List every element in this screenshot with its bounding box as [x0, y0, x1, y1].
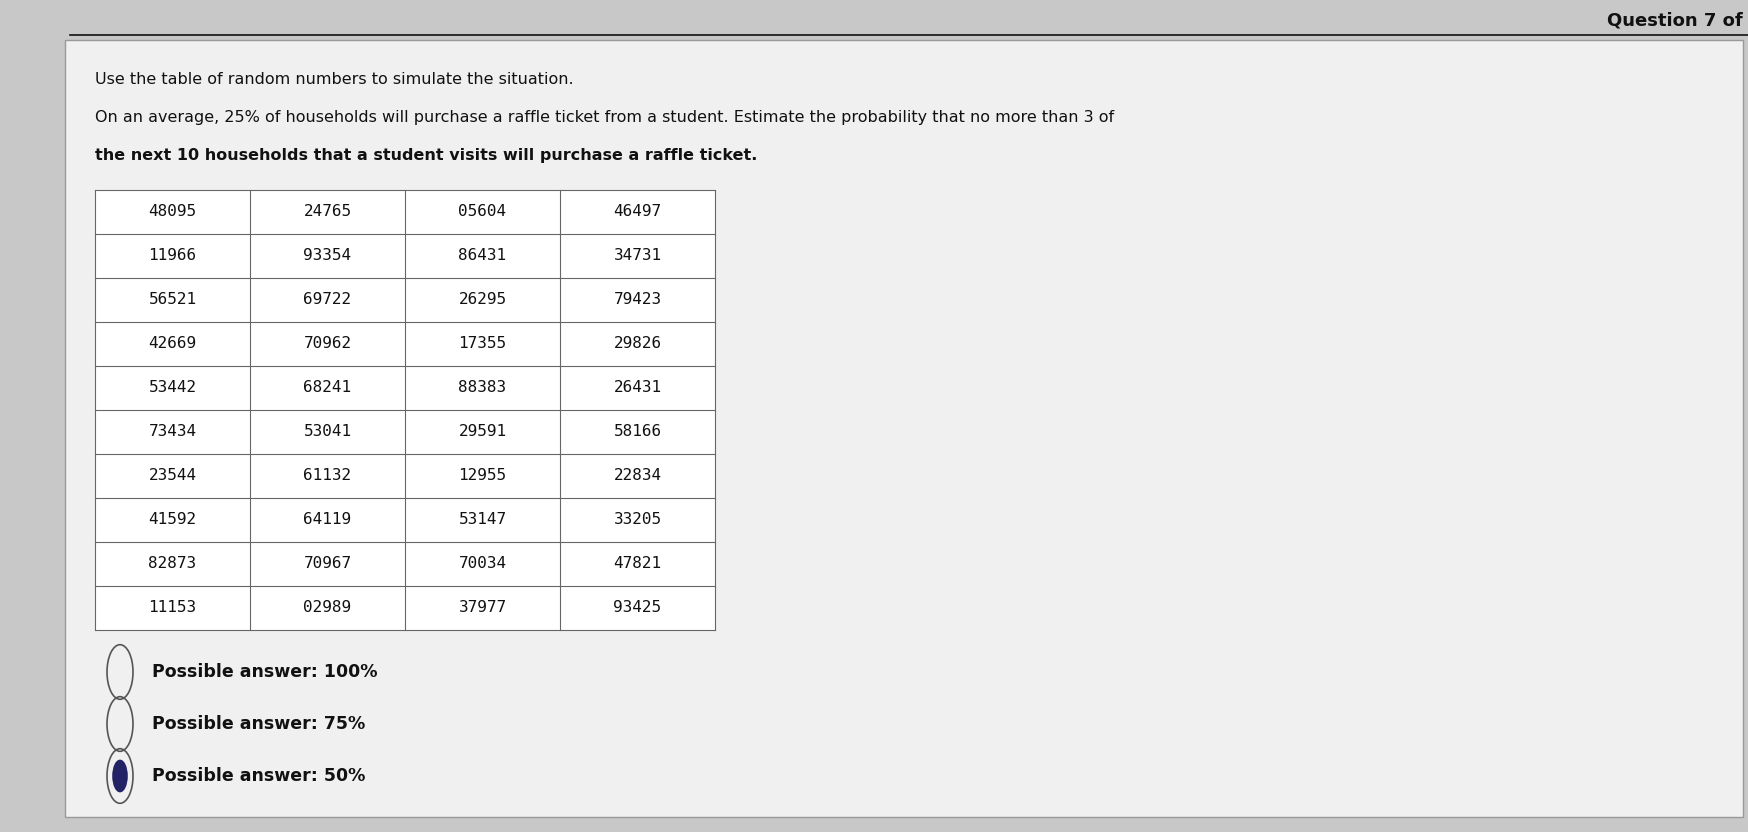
Text: 37977: 37977 [458, 601, 507, 616]
Text: 24765: 24765 [304, 205, 351, 220]
Text: 47821: 47821 [614, 557, 661, 572]
Text: 82873: 82873 [149, 557, 196, 572]
Text: 48095: 48095 [149, 205, 196, 220]
Text: Possible answer: 75%: Possible answer: 75% [152, 715, 365, 733]
Text: 26431: 26431 [614, 380, 661, 395]
Text: 70962: 70962 [304, 336, 351, 351]
Text: 42669: 42669 [149, 336, 196, 351]
Text: 68241: 68241 [304, 380, 351, 395]
Text: 86431: 86431 [458, 249, 507, 264]
Text: 53442: 53442 [149, 380, 196, 395]
Text: the next 10 households that a student visits will purchase a raffle ticket.: the next 10 households that a student vi… [94, 148, 757, 163]
Text: 58166: 58166 [614, 424, 661, 439]
Text: 34731: 34731 [614, 249, 661, 264]
Text: 11153: 11153 [149, 601, 196, 616]
Text: 33205: 33205 [614, 513, 661, 527]
Text: Possible answer: 50%: Possible answer: 50% [152, 767, 365, 785]
Text: Possible answer: 100%: Possible answer: 100% [152, 663, 378, 681]
Text: 88383: 88383 [458, 380, 507, 395]
Text: 11966: 11966 [149, 249, 196, 264]
Text: 12955: 12955 [458, 468, 507, 483]
Text: 29591: 29591 [458, 424, 507, 439]
Text: 93354: 93354 [304, 249, 351, 264]
Text: 22834: 22834 [614, 468, 661, 483]
Text: 70967: 70967 [304, 557, 351, 572]
Text: 05604: 05604 [458, 205, 507, 220]
Text: 64119: 64119 [304, 513, 351, 527]
Text: 17355: 17355 [458, 336, 507, 351]
Text: 56521: 56521 [149, 293, 196, 308]
Bar [94, 190, 715, 630]
Text: 26295: 26295 [458, 293, 507, 308]
Text: 61132: 61132 [304, 468, 351, 483]
Text: 23544: 23544 [149, 468, 196, 483]
Text: 53147: 53147 [458, 513, 507, 527]
Text: On an average, 25% of households will purchase a raffle ticket from a student. E: On an average, 25% of households will pu… [94, 110, 1113, 125]
Ellipse shape [112, 760, 128, 792]
Text: 69722: 69722 [304, 293, 351, 308]
Text: 93425: 93425 [614, 601, 661, 616]
Text: 41592: 41592 [149, 513, 196, 527]
Text: 70034: 70034 [458, 557, 507, 572]
Text: 79423: 79423 [614, 293, 661, 308]
Text: 53041: 53041 [304, 424, 351, 439]
Text: 73434: 73434 [149, 424, 196, 439]
Text: Use the table of random numbers to simulate the situation.: Use the table of random numbers to simul… [94, 72, 573, 87]
Text: Question 7 of: Question 7 of [1606, 12, 1743, 30]
Text: 46497: 46497 [614, 205, 661, 220]
Text: 29826: 29826 [614, 336, 661, 351]
Text: 02989: 02989 [304, 601, 351, 616]
